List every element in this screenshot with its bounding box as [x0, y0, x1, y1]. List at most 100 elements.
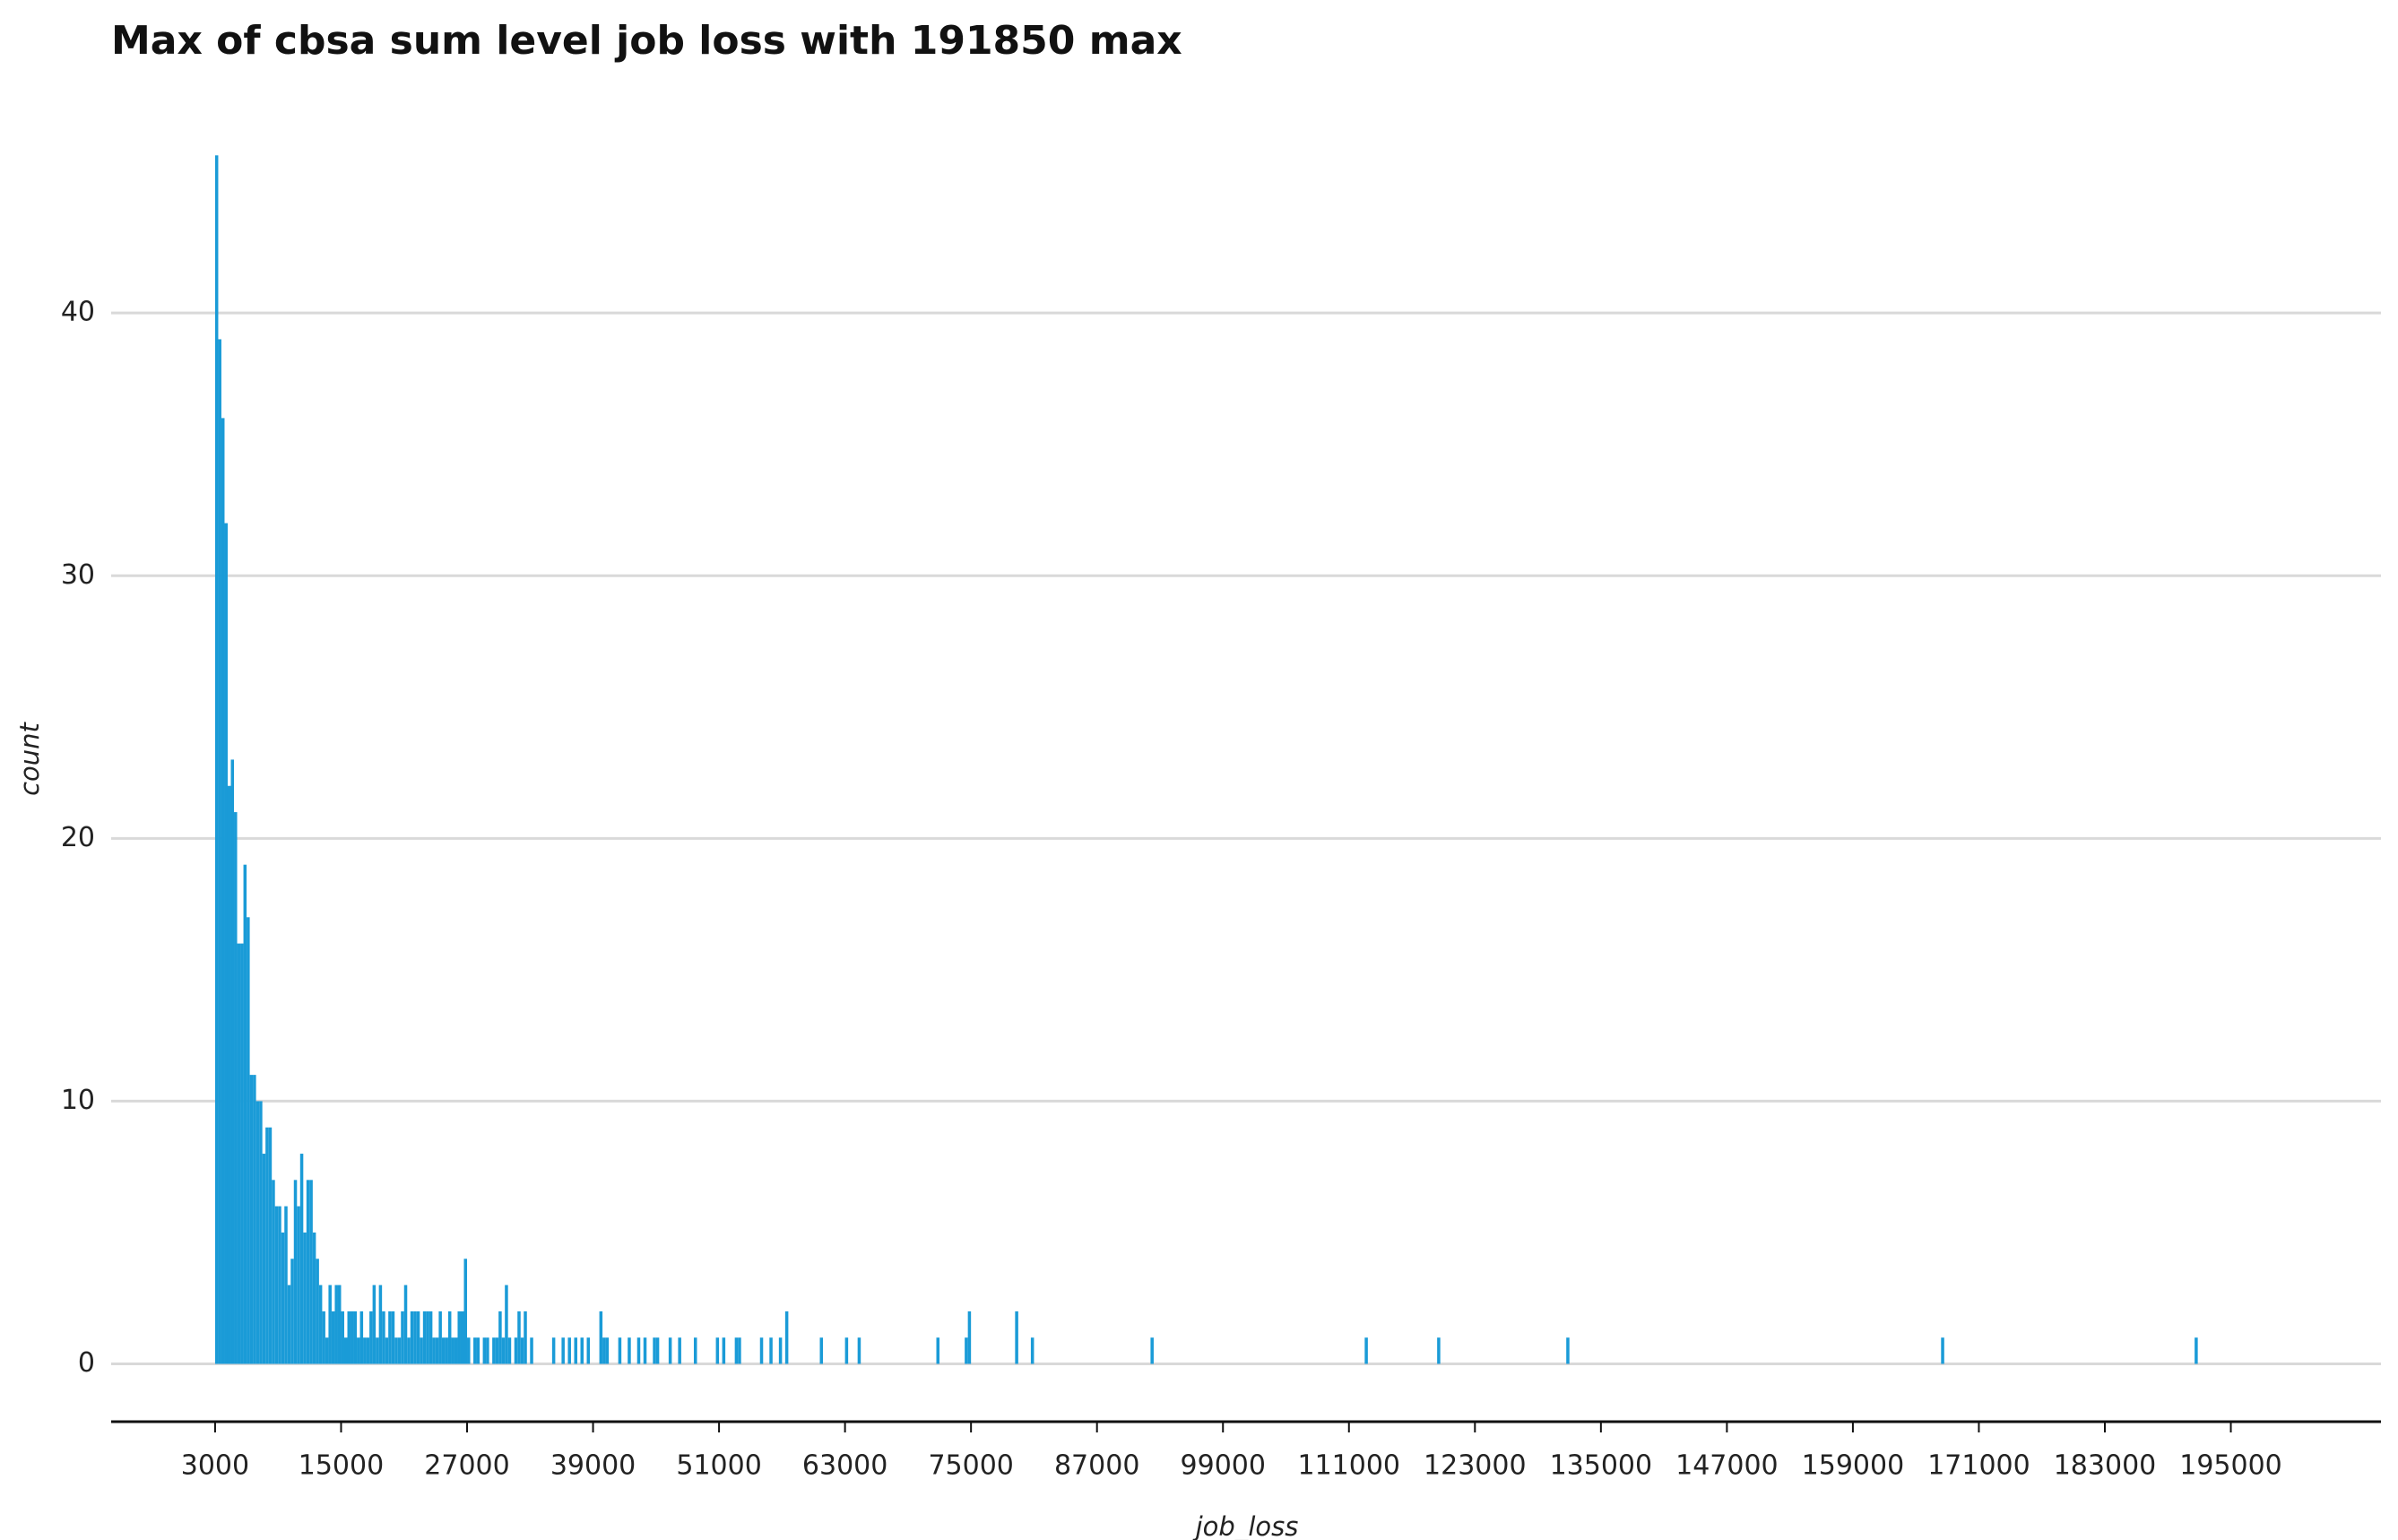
- bar: [520, 1337, 524, 1364]
- bar: [287, 1285, 291, 1364]
- bar: [498, 1311, 502, 1364]
- bar: [224, 523, 228, 1364]
- bar: [318, 1285, 323, 1364]
- bar: [218, 339, 221, 1364]
- bar: [426, 1311, 429, 1364]
- bar: [693, 1337, 697, 1364]
- x-tick-label: 123000: [1424, 1450, 1527, 1482]
- bar: [299, 1154, 304, 1364]
- bar: [517, 1311, 521, 1364]
- bar: [420, 1337, 423, 1364]
- bar: [492, 1337, 496, 1364]
- bar: [366, 1337, 370, 1364]
- bar: [382, 1311, 385, 1364]
- bar: [290, 1259, 294, 1364]
- bar: [343, 1337, 348, 1364]
- bar: [234, 812, 238, 1364]
- bar: [668, 1337, 672, 1364]
- x-tick-label: 75000: [928, 1450, 1013, 1482]
- bar: [819, 1337, 824, 1364]
- bar: [351, 1311, 354, 1364]
- bar: [272, 1180, 275, 1364]
- bar: [784, 1311, 789, 1364]
- bar: [1437, 1337, 1441, 1364]
- bar: [551, 1337, 556, 1364]
- bar: [357, 1337, 360, 1364]
- bar: [586, 1337, 591, 1364]
- x-tick-label: 99000: [1181, 1450, 1266, 1482]
- bar: [451, 1337, 454, 1364]
- bar: [325, 1337, 329, 1364]
- bar: [561, 1337, 565, 1364]
- x-tick-label: 195000: [2179, 1450, 2282, 1482]
- bar: [1030, 1337, 1035, 1364]
- bar: [454, 1337, 458, 1364]
- bar: [359, 1311, 364, 1364]
- bar: [353, 1311, 358, 1364]
- bar: [265, 1127, 269, 1364]
- bar: [778, 1337, 783, 1364]
- x-tick-label: 87000: [1054, 1450, 1139, 1482]
- bar: [965, 1337, 968, 1364]
- bar: [473, 1337, 477, 1364]
- bar: [441, 1337, 446, 1364]
- bar: [303, 1232, 307, 1364]
- bar: [369, 1311, 373, 1364]
- bar: [476, 1337, 480, 1364]
- bar: [936, 1337, 940, 1364]
- bar: [524, 1311, 527, 1364]
- bar: [274, 1206, 279, 1364]
- bar: [643, 1337, 647, 1364]
- bar: [738, 1337, 741, 1364]
- bar: [385, 1337, 389, 1364]
- bar: [240, 943, 244, 1364]
- bar: [262, 1154, 266, 1364]
- bar: [306, 1180, 310, 1364]
- bar: [309, 1180, 313, 1364]
- bar: [602, 1337, 606, 1364]
- bar: [2195, 1337, 2198, 1364]
- bar: [253, 1075, 256, 1364]
- bar: [249, 1075, 254, 1364]
- x-tick-label: 51000: [676, 1450, 761, 1482]
- bar: [322, 1311, 325, 1364]
- bar: [281, 1232, 285, 1364]
- x-tick-label: 135000: [1550, 1450, 1653, 1482]
- x-tick-label: 63000: [802, 1450, 887, 1482]
- y-tick-label: 40: [61, 297, 95, 328]
- bar: [397, 1337, 402, 1364]
- bar: [495, 1337, 499, 1364]
- bar: [653, 1337, 656, 1364]
- bar: [391, 1311, 395, 1364]
- bar: [457, 1311, 461, 1364]
- bar: [580, 1337, 584, 1364]
- bar: [628, 1337, 631, 1364]
- bar: [505, 1285, 508, 1364]
- bar: [337, 1285, 342, 1364]
- bar: [334, 1285, 338, 1364]
- bar: [759, 1337, 764, 1364]
- bar: [363, 1337, 367, 1364]
- bar: [328, 1285, 332, 1364]
- bar: [599, 1311, 603, 1364]
- bar: [447, 1311, 452, 1364]
- bar: [255, 1101, 260, 1364]
- bar: [1015, 1311, 1018, 1364]
- bar: [1150, 1337, 1154, 1364]
- bar: [347, 1311, 351, 1364]
- bar: [715, 1337, 720, 1364]
- bar: [243, 864, 247, 1364]
- bar: [293, 1180, 298, 1364]
- bar: [1364, 1337, 1368, 1364]
- bar: [268, 1127, 273, 1364]
- x-tick-label: 111000: [1298, 1450, 1401, 1482]
- bar: [341, 1311, 344, 1364]
- bar: [403, 1285, 408, 1364]
- bar: [376, 1337, 379, 1364]
- bar: [678, 1337, 681, 1364]
- chart-title: Max of cbsa sum level job loss with 1918…: [111, 18, 1182, 64]
- bar: [486, 1337, 489, 1364]
- x-tick-label: 171000: [1927, 1450, 2030, 1482]
- x-tick-label: 183000: [2054, 1450, 2157, 1482]
- bar: [530, 1337, 533, 1364]
